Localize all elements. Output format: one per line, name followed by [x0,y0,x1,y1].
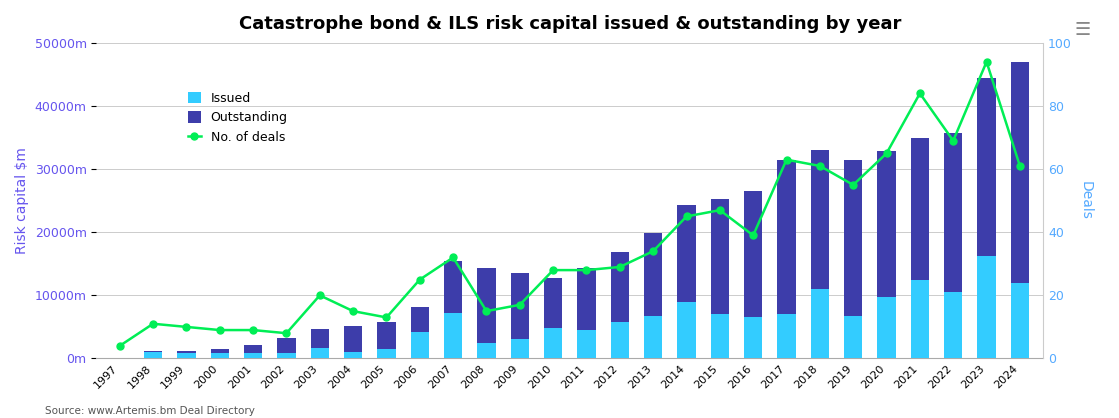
Bar [411,332,429,359]
Bar [278,338,295,359]
Text: ☰: ☰ [1075,21,1091,39]
Bar [444,261,462,359]
No. of deals [780,157,793,162]
No. of deals [480,308,493,314]
No. of deals [347,308,360,314]
No. of deals [1013,163,1026,168]
Bar [411,307,429,359]
Bar [478,343,496,359]
Bar [778,314,796,359]
Bar [510,339,529,359]
Bar [344,326,363,359]
No. of deals [680,214,694,219]
Bar [744,317,762,359]
No. of deals [514,302,527,307]
Bar [877,151,895,359]
Bar [111,358,129,359]
Bar [377,349,396,359]
Bar [244,344,262,359]
Bar [244,353,262,359]
No. of deals [947,138,960,143]
No. of deals [180,324,194,329]
Bar [1010,283,1029,359]
Bar [611,252,629,359]
Bar [210,349,229,359]
Bar [210,353,229,359]
No. of deals [147,321,160,326]
Bar [144,352,162,359]
Bar [311,348,329,359]
Legend: Issued, Outstanding, No. of deals: Issued, Outstanding, No. of deals [184,87,293,148]
Y-axis label: Risk capital $m: Risk capital $m [15,147,29,254]
Bar [810,150,829,359]
Bar [645,234,662,359]
Title: Catastrophe bond & ILS risk capital issued & outstanding by year: Catastrophe bond & ILS risk capital issu… [238,15,901,33]
Bar [510,273,529,359]
Bar [111,358,129,359]
Bar [177,353,196,359]
No. of deals [213,328,226,333]
Bar [844,160,863,359]
Bar [911,138,929,359]
No. of deals [647,249,660,254]
Bar [911,280,929,359]
No. of deals [880,151,893,156]
Bar [711,314,728,359]
Bar [944,133,962,359]
Bar [611,323,629,359]
Bar [1010,62,1029,359]
Bar [778,160,796,359]
No. of deals [446,255,460,260]
No. of deals [246,328,260,333]
No. of deals [814,163,827,168]
Bar [478,268,496,359]
Bar [744,191,762,359]
Bar [177,351,196,359]
Bar [711,199,728,359]
No. of deals [746,233,760,238]
No. of deals [113,343,126,348]
Bar [977,256,996,359]
No. of deals [313,293,327,298]
No. of deals [713,208,726,213]
No. of deals [846,182,859,187]
No. of deals [613,265,627,270]
No. of deals [546,268,560,273]
Bar [311,329,329,359]
Y-axis label: Deals: Deals [1079,181,1093,220]
Bar [278,353,295,359]
Text: Source: www.Artemis.bm Deal Directory: Source: www.Artemis.bm Deal Directory [45,406,255,416]
Bar [844,316,863,359]
Bar [977,78,996,359]
No. of deals [913,91,927,96]
Bar [677,302,696,359]
No. of deals [379,315,393,320]
Bar [944,292,962,359]
Bar [577,268,595,359]
Bar [810,289,829,359]
Line: No. of deals: No. of deals [116,59,1024,349]
Bar [877,297,895,359]
Bar [377,323,396,359]
Bar [544,278,563,359]
No. of deals [980,59,994,64]
Bar [544,328,563,359]
Bar [144,351,162,359]
No. of deals [413,277,426,282]
Bar [645,316,662,359]
Bar [444,313,462,359]
Bar [677,205,696,359]
No. of deals [580,268,593,273]
Bar [577,330,595,359]
Bar [344,352,363,359]
No. of deals [280,331,293,336]
